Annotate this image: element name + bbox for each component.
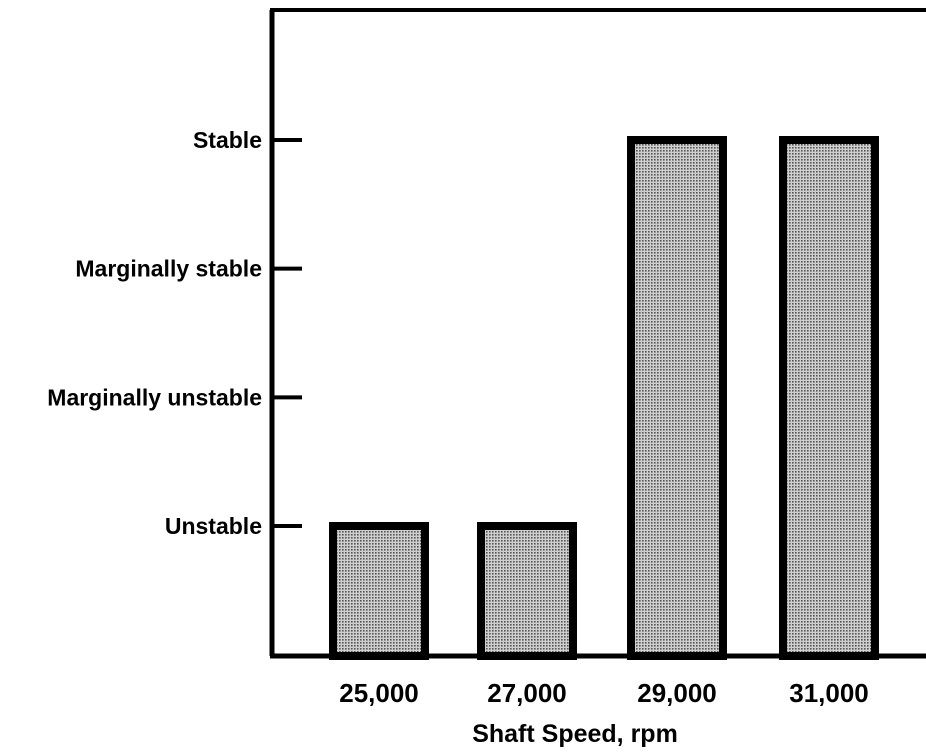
x-tick-label: 25,000 <box>339 678 419 708</box>
x-tick-label: 29,000 <box>637 678 717 708</box>
y-tick-label: Unstable <box>165 513 262 539</box>
bar-25000 <box>329 522 429 660</box>
bars-group <box>329 136 879 660</box>
y-tick-label: Marginally stable <box>75 256 262 282</box>
x-tick-label: 27,000 <box>487 678 567 708</box>
y-ticks-group: Unstable Marginally unstable Marginally st… <box>47 127 302 539</box>
x-tick-label: 31,000 <box>789 678 869 708</box>
y-tick-label: Stable <box>193 127 262 153</box>
x-axis-title: Shaft Speed, rpm <box>472 720 678 748</box>
x-tick-labels-group: 25,000 27,000 29,000 31,000 <box>339 678 869 708</box>
y-tick-label: Marginally unstable <box>47 384 262 410</box>
bar-27000 <box>477 522 577 660</box>
bar-31000 <box>779 136 879 660</box>
bar-29000 <box>627 136 727 660</box>
